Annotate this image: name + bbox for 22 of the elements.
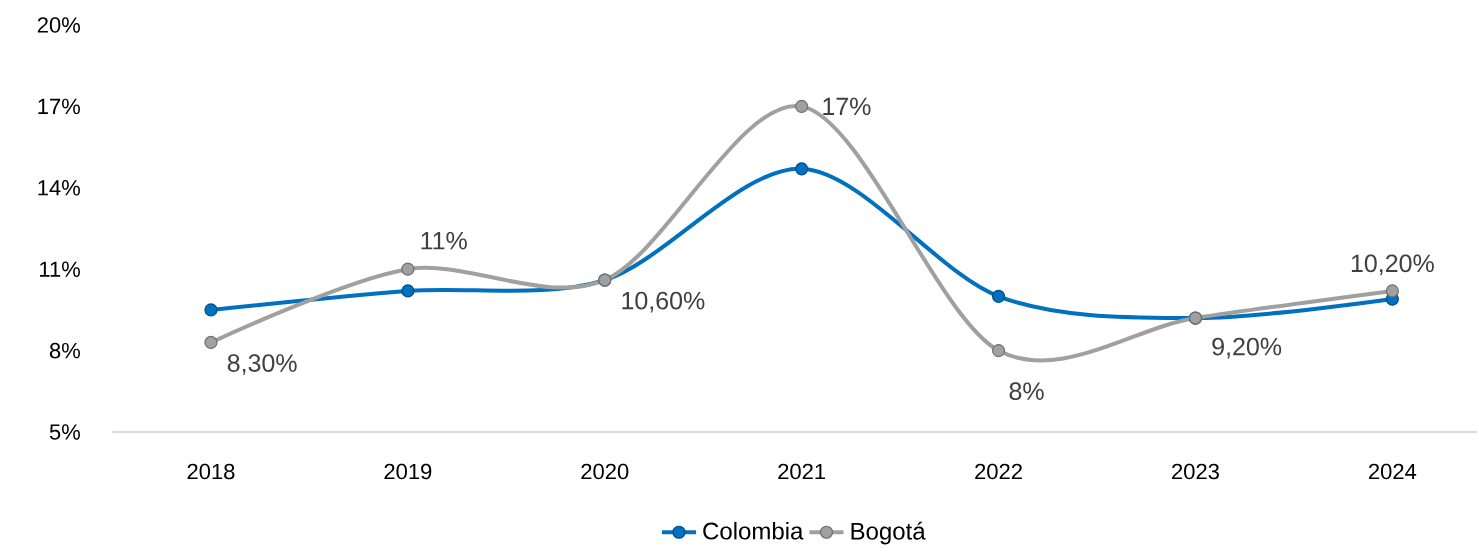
y-tick-label: 20% [37, 17, 80, 33]
data-label: 10,60% [622, 291, 705, 313]
data-label: 11% [421, 231, 467, 250]
x-tick-label: 2018 [187, 463, 235, 480]
y-tick-label: 5% [49, 424, 80, 440]
data-label: 17% [823, 97, 871, 116]
x-tick-label: 2024 [1368, 463, 1417, 480]
x-tick-label: 2022 [975, 463, 1022, 480]
y-tick-label: 11% [40, 261, 80, 277]
legend-label: Colombia [703, 521, 804, 540]
y-tick-label: 17% [38, 98, 80, 115]
data-label: 9,20% [1212, 337, 1282, 359]
data-label: 8,30% [227, 354, 297, 375]
data-label: 10,20% [1351, 254, 1434, 276]
x-tick-label: 2021 [778, 463, 826, 480]
x-tick-label: 2019 [384, 463, 432, 480]
y-tick-label: 14% [38, 180, 80, 196]
data-label: 8% [1009, 382, 1044, 401]
x-tick-label: 2020 [581, 463, 629, 480]
x-tick-label: 2023 [1172, 463, 1219, 480]
legend-label: Bogotá [851, 521, 926, 545]
y-tick-label: 8% [49, 342, 80, 359]
